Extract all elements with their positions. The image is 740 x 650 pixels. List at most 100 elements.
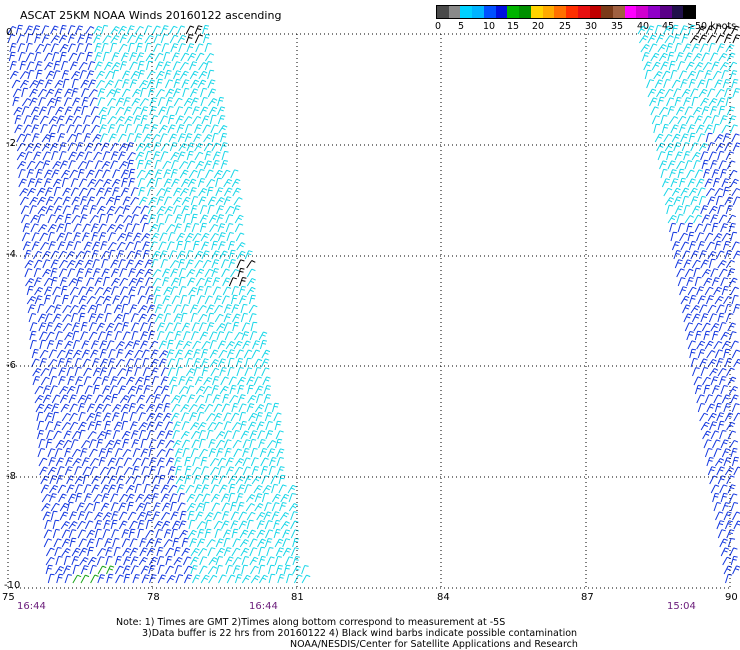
wind-barb bbox=[157, 465, 165, 476]
wind-barb bbox=[66, 124, 75, 134]
wind-barb bbox=[721, 178, 730, 188]
wind-barb bbox=[221, 268, 230, 278]
wind-barb bbox=[57, 358, 65, 368]
wind-barb bbox=[42, 259, 51, 269]
wind-barb bbox=[39, 331, 48, 341]
wind-barb bbox=[145, 52, 155, 62]
wind-barb bbox=[73, 232, 81, 242]
wind-barb bbox=[713, 340, 723, 350]
wind-barb bbox=[673, 142, 682, 152]
wind-barb bbox=[700, 313, 709, 323]
wind-barb bbox=[54, 448, 63, 458]
wind-barb bbox=[709, 368, 719, 377]
wind-barb bbox=[725, 151, 735, 161]
wind-barb bbox=[238, 520, 248, 530]
wind-barb bbox=[97, 97, 106, 107]
wind-barb bbox=[188, 286, 198, 296]
wind-barb bbox=[97, 430, 107, 440]
wind-barb bbox=[123, 106, 132, 116]
wind-barb bbox=[164, 421, 174, 431]
wind-barb bbox=[232, 187, 241, 197]
wind-barb bbox=[725, 259, 735, 269]
wind-barb bbox=[141, 233, 151, 242]
wind-barb bbox=[80, 79, 89, 89]
wind-barb bbox=[223, 313, 232, 323]
wind-barb bbox=[68, 412, 78, 422]
wind-barb bbox=[72, 97, 81, 107]
wind-barb bbox=[213, 421, 223, 431]
wind-barb bbox=[53, 60, 61, 71]
wind-barb bbox=[202, 24, 210, 35]
wind-barb bbox=[94, 179, 104, 188]
wind-barb bbox=[249, 538, 258, 548]
wind-barb bbox=[240, 547, 250, 557]
wind-barb bbox=[200, 97, 208, 107]
wind-barb bbox=[163, 169, 172, 179]
wind-barb bbox=[720, 439, 729, 449]
wind-barb bbox=[190, 196, 199, 206]
wind-barb bbox=[733, 520, 740, 530]
wind-barb bbox=[149, 106, 157, 116]
wind-barb bbox=[82, 223, 91, 233]
wind-barb bbox=[54, 214, 64, 224]
wind-barb bbox=[137, 60, 145, 71]
wind-barb bbox=[108, 475, 117, 485]
wind-barb bbox=[86, 70, 95, 80]
wind-barb bbox=[80, 448, 88, 458]
legend-label-0: 0 bbox=[435, 21, 442, 32]
wind-barb bbox=[160, 376, 169, 386]
wind-barb bbox=[733, 466, 740, 476]
wind-barb bbox=[35, 69, 43, 80]
wind-barb bbox=[42, 43, 52, 53]
wind-barb bbox=[194, 124, 202, 134]
wind-barb bbox=[719, 484, 728, 494]
wind-barb bbox=[146, 547, 156, 557]
wind-barb bbox=[277, 573, 285, 584]
wind-barb bbox=[689, 35, 700, 44]
wind-barb bbox=[693, 160, 701, 170]
wind-barb bbox=[79, 557, 89, 566]
wind-barb bbox=[724, 467, 735, 476]
wind-barb bbox=[58, 259, 68, 269]
wind-barb bbox=[91, 231, 99, 242]
wind-barb bbox=[200, 358, 209, 368]
wind-barb bbox=[38, 457, 48, 467]
wind-barb bbox=[213, 511, 222, 521]
wind-barb bbox=[699, 412, 709, 422]
wind-barb bbox=[16, 34, 25, 44]
wind-barb bbox=[161, 502, 171, 512]
wind-barb bbox=[122, 215, 133, 224]
wind-barb bbox=[164, 79, 174, 89]
wind-barb bbox=[18, 178, 27, 188]
wind-barb bbox=[695, 178, 705, 188]
wind-barb bbox=[670, 178, 679, 188]
wind-barb bbox=[72, 115, 82, 125]
wind-barb bbox=[134, 366, 142, 377]
wind-barb bbox=[152, 502, 161, 512]
wind-barb bbox=[146, 60, 153, 71]
wind-barb bbox=[38, 106, 47, 116]
wind-barb bbox=[78, 304, 87, 314]
wind-barb bbox=[24, 268, 33, 278]
wind-barb bbox=[131, 88, 141, 98]
wind-barb bbox=[679, 232, 688, 242]
wind-barb bbox=[181, 79, 190, 89]
wind-barb bbox=[185, 368, 196, 377]
legend-swatch-4 bbox=[483, 6, 496, 18]
wind-barb bbox=[94, 303, 102, 314]
wind-barb bbox=[138, 305, 148, 314]
wind-barb bbox=[59, 394, 69, 404]
wind-barb bbox=[705, 188, 716, 197]
wind-barb bbox=[144, 34, 154, 44]
wind-barb bbox=[69, 403, 78, 413]
wind-barb bbox=[221, 520, 230, 530]
wind-barb bbox=[206, 539, 216, 548]
wind-barb bbox=[678, 124, 687, 134]
wind-barb bbox=[14, 124, 23, 134]
wind-barb bbox=[703, 330, 711, 341]
wind-barb bbox=[51, 169, 60, 179]
wind-barb bbox=[47, 106, 55, 116]
wind-barb bbox=[70, 187, 79, 197]
wind-barb bbox=[697, 187, 706, 197]
wind-barb bbox=[78, 547, 88, 557]
